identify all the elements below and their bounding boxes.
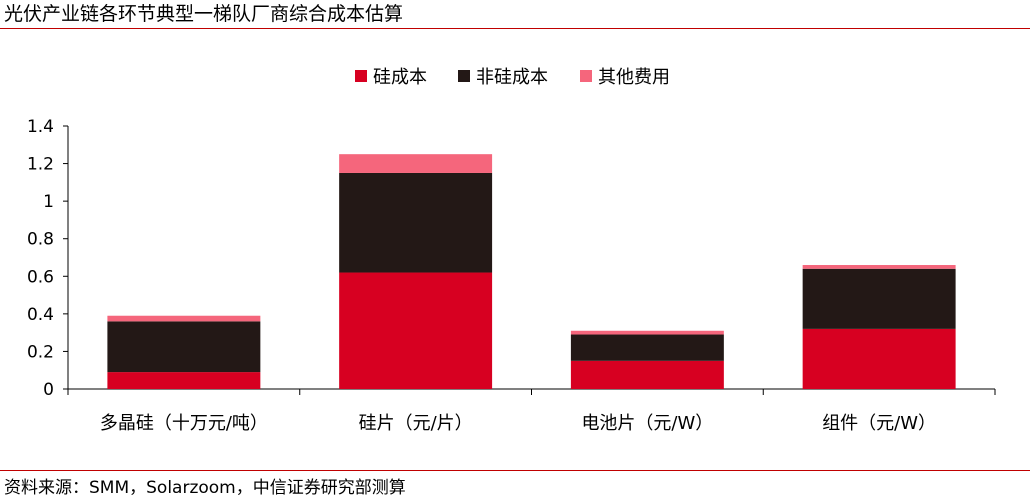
x-axis: 多晶硅（十万元/吨） 硅片（元/片） 电池片（元/W） 组件（元/W） (67, 388, 996, 434)
bar-segment-2 (570, 334, 724, 361)
bar-segment-3 (802, 265, 956, 269)
y-tick-label: 1.2 (27, 155, 54, 175)
bars (107, 154, 956, 389)
title-divider (0, 28, 1030, 29)
legend-swatch (580, 70, 592, 82)
bar-segment-1 (802, 328, 956, 389)
legend-label: 硅成本 (373, 67, 427, 88)
y-tick-label: 0 (43, 380, 54, 400)
y-tick-label: 0.8 (27, 230, 54, 250)
bar-segment-1 (107, 372, 261, 389)
x-category-label: 电池片（元/W） (581, 413, 713, 434)
y-tick-label: 1 (43, 192, 54, 212)
legend-label: 非硅成本 (476, 67, 548, 88)
source-note: 资料来源：SMM，Solarzoom，中信证券研究部测算 (4, 478, 406, 498)
legend-swatch (458, 70, 470, 82)
y-axis: 0 0.2 0.4 0.6 0.8 1 1.2 1.4 (27, 117, 69, 400)
legend-label: 其他费用 (598, 67, 670, 88)
x-category-label: 组件（元/W） (822, 413, 936, 434)
y-tick-label: 0.6 (27, 267, 54, 287)
stacked-bar-chart: 硅成本 非硅成本 其他费用 0 0.2 0.4 0.6 0.8 1 1.2 1.4 多晶硅（十万元… (27, 67, 996, 434)
y-tick-label: 1.4 (27, 117, 54, 137)
chart-title: 光伏产业链各环节典型一梯队厂商综合成本估算 (4, 3, 404, 25)
bar-segment-1 (339, 272, 493, 389)
bar-segment-2 (107, 321, 261, 373)
bar-segment-3 (339, 154, 493, 173)
bar-segment-2 (802, 268, 956, 329)
y-tick-label: 0.4 (27, 305, 54, 325)
bar-segment-3 (570, 330, 724, 335)
bar-segment-3 (107, 315, 261, 322)
x-category-label: 多晶硅（十万元/吨） (100, 413, 268, 434)
legend: 硅成本 非硅成本 其他费用 (355, 67, 670, 88)
bar-segment-2 (339, 172, 493, 273)
y-tick-label: 0.2 (27, 342, 54, 362)
x-category-label: 硅片（元/片） (359, 413, 473, 434)
legend-swatch (355, 70, 367, 82)
source-divider (0, 470, 1030, 471)
bar-segment-1 (570, 360, 724, 389)
